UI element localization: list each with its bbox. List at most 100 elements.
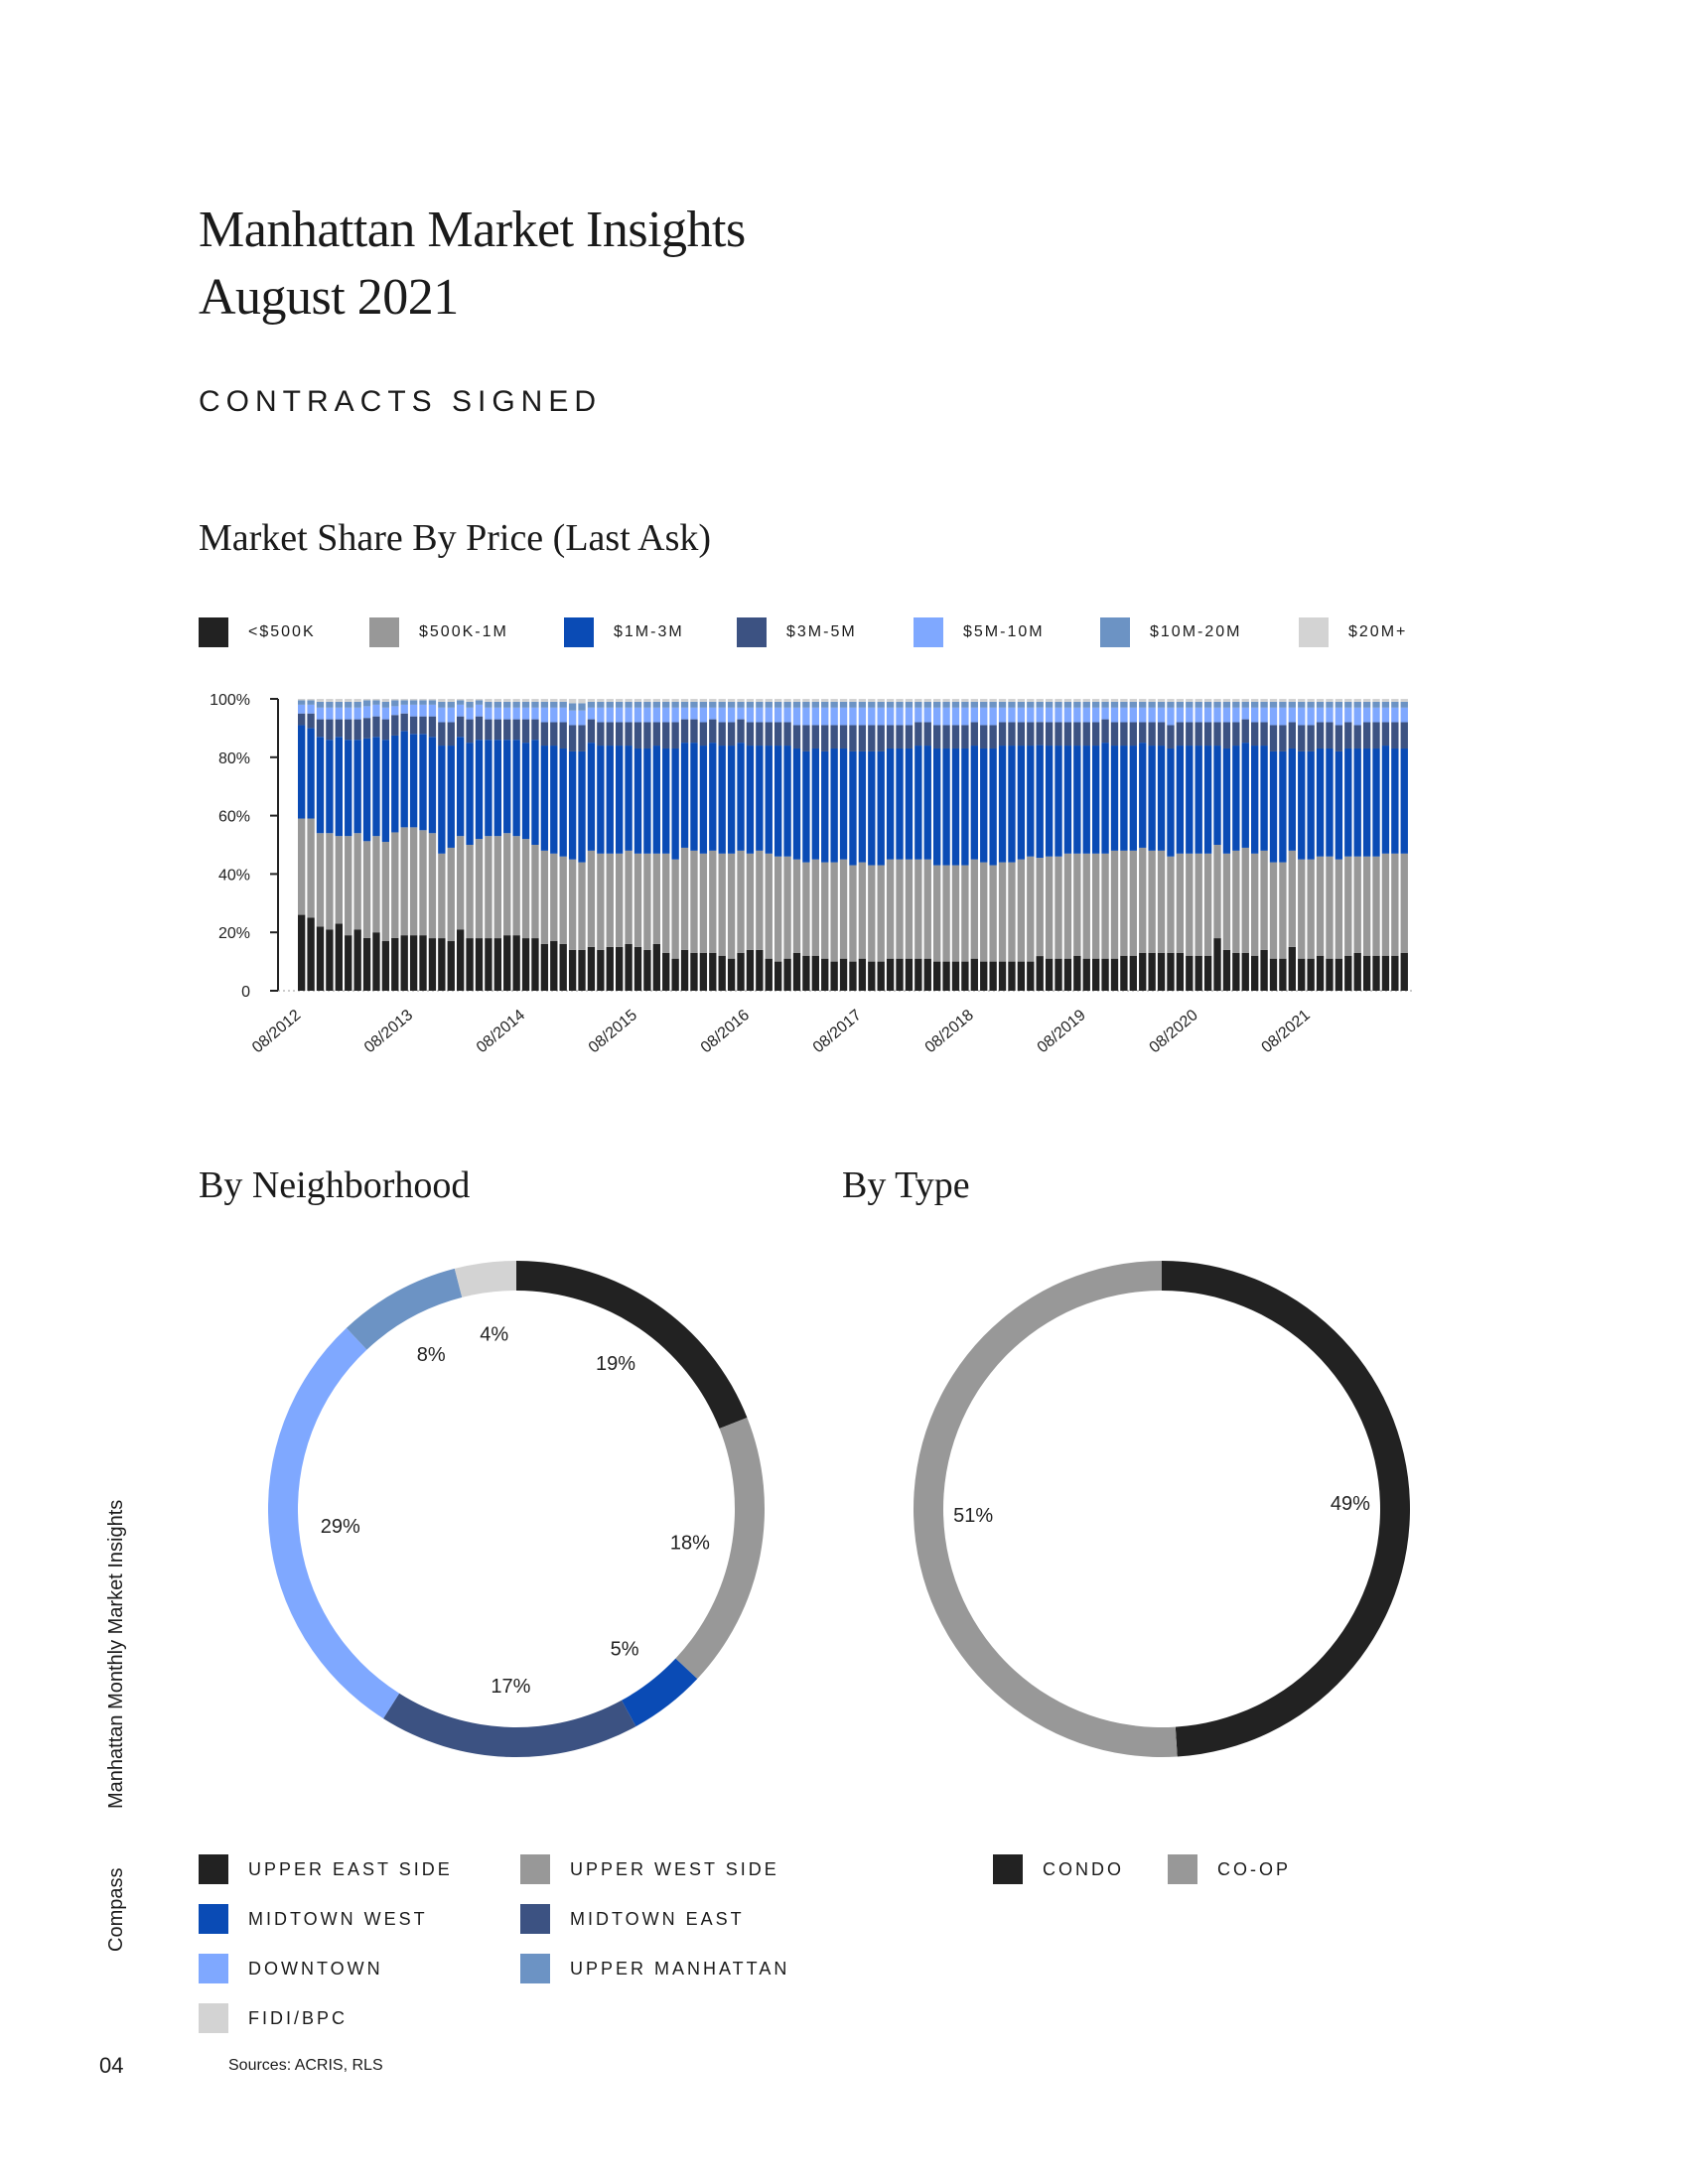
bar-segment: [1092, 746, 1100, 854]
bar-month: [1073, 699, 1081, 991]
bar-segment: [877, 707, 885, 726]
bar-segment: [662, 722, 670, 749]
bar-month: [353, 699, 361, 991]
bar-segment: [1036, 699, 1044, 702]
sources-note: Sources: ACRIS, RLS: [228, 2057, 383, 2074]
slice-label: 29%: [321, 1516, 360, 1538]
bar-month: [709, 699, 717, 991]
bar-segment: [568, 859, 577, 950]
slice-label: 49%: [1331, 1493, 1370, 1515]
donut-slice: [454, 1261, 516, 1297]
bar-segment: [1063, 746, 1072, 854]
bar-segment: [1298, 859, 1306, 959]
bar-segment: [877, 961, 885, 991]
bar-segment: [1148, 746, 1156, 851]
x-tick-label: 08/2021: [1258, 1007, 1313, 1056]
bar-segment: [521, 701, 530, 708]
bar-segment: [606, 746, 614, 854]
bar-segment: [914, 746, 922, 860]
bar-segment: [428, 938, 437, 991]
bar-month: [1167, 699, 1175, 991]
bar-segment: [475, 716, 484, 741]
bar-segment: [652, 701, 660, 708]
bar-segment: [783, 856, 791, 959]
legend-swatch: [199, 617, 228, 647]
bar-legend-3m-5m: $3M-5M: [737, 617, 857, 647]
bar-segment: [690, 701, 698, 708]
x-tick-label: 08/2013: [361, 1007, 416, 1056]
bar-segment: [475, 699, 484, 701]
bar-segment: [858, 751, 867, 863]
bar-segment: [923, 722, 931, 747]
bar-segment: [680, 949, 689, 991]
bar-segment: [409, 700, 418, 705]
bar-segment: [1082, 701, 1090, 708]
bar-segment: [447, 941, 455, 991]
bar-segment: [1167, 699, 1175, 702]
bar-segment: [1213, 938, 1221, 991]
bar-segment: [353, 699, 361, 702]
bar-segment: [680, 699, 689, 702]
bar-segment: [372, 704, 380, 717]
bar-segment: [1241, 952, 1249, 991]
bar-month: [597, 699, 605, 991]
bar-segment: [381, 701, 390, 708]
bar-segment: [998, 746, 1007, 863]
slice-label: 51%: [953, 1505, 993, 1527]
bar-segment: [821, 707, 829, 726]
bar-segment: [858, 699, 867, 702]
bar-segment: [381, 719, 390, 741]
legend-label: MIDTOWN WEST: [248, 1908, 428, 1929]
bar-segment: [326, 699, 334, 702]
bar-segment: [792, 725, 801, 749]
bar-segment: [512, 707, 520, 720]
bar-segment: [625, 707, 633, 723]
bar-month: [998, 699, 1007, 991]
bar-segment: [1381, 853, 1390, 956]
bar-segment: [1139, 701, 1147, 708]
bar-segment: [625, 722, 633, 747]
bar-segment: [970, 722, 978, 747]
bar-segment: [503, 707, 511, 720]
bar-segment: [1157, 952, 1166, 991]
donut-slice: [346, 1268, 463, 1350]
bar-segment: [671, 722, 679, 749]
bar-segment: [326, 740, 334, 834]
bar-segment: [1335, 958, 1343, 991]
bar-segment: [1372, 701, 1380, 708]
bar-segment: [1157, 707, 1166, 723]
bar-segment: [419, 704, 427, 717]
bar-segment: [466, 743, 474, 845]
bar-segment: [1335, 707, 1343, 726]
bar-segment: [521, 938, 530, 991]
bar-segment: [578, 751, 586, 863]
bar-segment: [597, 949, 605, 991]
bar-segment: [690, 850, 698, 953]
bar-segment: [746, 746, 755, 854]
bar-segment: [326, 929, 334, 991]
bar-segment: [905, 707, 914, 726]
bar-segment: [1120, 722, 1128, 747]
bar-segment: [1307, 707, 1315, 726]
bar-segment: [316, 833, 325, 927]
bar-segment: [933, 725, 941, 749]
type-donut-chart: 49% 51%: [913, 1261, 1410, 1757]
x-tick-label: 08/2019: [1035, 1007, 1089, 1056]
bar-segment: [756, 699, 764, 702]
bar-segment: [1008, 701, 1016, 708]
bar-month: [298, 699, 306, 991]
bar-segment: [858, 725, 867, 751]
bar-segment: [942, 707, 950, 726]
bar-month: [756, 699, 764, 991]
bar-segment: [774, 707, 782, 723]
bar-segment: [587, 719, 596, 744]
bar-segment: [680, 707, 689, 720]
bar-month: [438, 699, 446, 991]
bar-segment: [914, 958, 922, 991]
bar-segment: [792, 701, 801, 708]
bar-segment: [512, 836, 520, 936]
bar-segment: [1362, 955, 1371, 991]
bar-segment: [1195, 955, 1202, 991]
bar-segment: [1045, 746, 1054, 857]
bar-segment: [699, 853, 708, 953]
